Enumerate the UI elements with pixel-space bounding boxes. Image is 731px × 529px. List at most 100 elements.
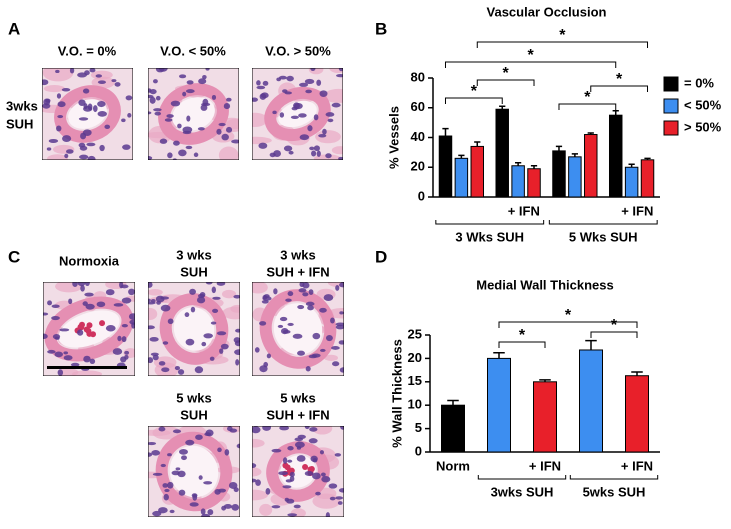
x-tick-label: + IFN — [529, 458, 561, 473]
panel-letter: C — [8, 247, 20, 266]
legend-swatch — [663, 76, 679, 92]
group-bracket — [548, 220, 658, 225]
chart-title: Medial Wall Thickness — [476, 277, 614, 292]
bar — [640, 159, 655, 198]
error-bar — [539, 379, 551, 382]
panel-letter: D — [375, 247, 387, 266]
y-tick-label: 15 — [408, 373, 422, 388]
significance-star: * — [503, 65, 510, 82]
bar — [495, 108, 509, 198]
error-bar — [474, 141, 481, 147]
column-label: V.O. > 50% — [265, 43, 331, 58]
panel-letter: A — [8, 19, 20, 38]
significance-bracket — [444, 61, 617, 68]
x-tick-label: + IFN — [621, 203, 653, 218]
significance-star: * — [616, 71, 623, 88]
group-bracket — [477, 475, 567, 480]
image-label: SUH — [180, 407, 207, 422]
image-label: 5 wks — [280, 390, 315, 405]
column-label: V.O. = 0% — [58, 43, 117, 58]
bar — [625, 375, 649, 453]
error-bar — [530, 165, 538, 169]
error-bar — [515, 162, 522, 166]
group-bracket — [569, 475, 659, 480]
legend-label: < 50% — [684, 97, 722, 112]
significance-star: * — [584, 89, 591, 106]
bar — [533, 381, 557, 453]
error-bar — [499, 105, 506, 110]
error-bar — [447, 399, 459, 406]
significance-bracket — [558, 103, 617, 110]
error-bar — [458, 154, 465, 159]
significance-bracket — [498, 321, 638, 328]
image-label: SUH + IFN — [266, 264, 329, 279]
row-label: SUH — [6, 116, 33, 131]
group-label: 3wks SUH — [491, 484, 554, 499]
error-bar — [587, 132, 594, 135]
y-tick-label: 0 — [415, 443, 422, 458]
chart-title: Vascular Occlusion — [487, 4, 607, 19]
significance-star: * — [519, 327, 526, 344]
bar — [511, 165, 525, 198]
bar — [438, 135, 453, 198]
bar — [441, 404, 465, 453]
y-tick-label: 40 — [411, 129, 425, 144]
histology-image — [43, 282, 135, 376]
significance-star: * — [559, 27, 566, 44]
image-label: 3 wks — [176, 247, 211, 262]
error-bar — [571, 153, 578, 157]
bar — [552, 150, 566, 198]
image-label: 3 wks — [280, 247, 315, 262]
y-tick-label: 60 — [411, 99, 425, 114]
y-tick-label: 10 — [408, 397, 422, 412]
error-bar — [555, 145, 563, 151]
column-label: V.O. < 50% — [160, 43, 226, 58]
x-tick-label: + IFN — [621, 458, 653, 473]
legend-label: = 0% — [684, 75, 714, 90]
significance-bracket — [590, 331, 638, 338]
row-label: 3wks — [6, 98, 38, 113]
y-tick-label: 5 — [415, 420, 422, 435]
error-bar — [612, 109, 619, 116]
significance-bracket — [444, 97, 503, 104]
bar — [584, 134, 598, 198]
legend-label: > 50% — [684, 119, 722, 134]
error-bar — [442, 127, 449, 137]
error-bar — [628, 163, 635, 168]
image-label: SUH — [180, 264, 207, 279]
histology-image — [252, 426, 344, 517]
bar — [527, 168, 541, 198]
x-tick-label: + IFN — [508, 203, 540, 218]
significance-star: * — [527, 47, 534, 64]
group-label: 5 Wks SUH — [569, 229, 638, 244]
image-label: SUH + IFN — [266, 407, 329, 422]
error-bar — [631, 371, 643, 376]
significance-star: * — [565, 307, 572, 324]
legend-swatch — [663, 120, 679, 136]
y-tick-label: 20 — [411, 159, 425, 174]
bar — [579, 349, 603, 453]
significance-bracket — [476, 79, 535, 86]
histology-image — [252, 282, 344, 376]
bar — [487, 357, 511, 453]
histology-image — [148, 68, 239, 160]
group-label: 3 Wks SUH — [455, 229, 524, 244]
error-bar — [644, 157, 651, 160]
bar — [454, 157, 469, 198]
significance-star: * — [471, 83, 478, 100]
image-label: 5 wks — [176, 390, 211, 405]
bar — [568, 156, 582, 198]
image-label: Normoxia — [59, 253, 120, 268]
significance-bracket — [476, 41, 649, 48]
histology-image — [148, 282, 240, 376]
histology-image — [42, 68, 133, 160]
significance-bracket — [498, 341, 546, 348]
x-tick-label: Norm — [436, 458, 470, 473]
significance-star: * — [611, 317, 618, 334]
histology-image — [252, 68, 343, 160]
panel-letter: B — [375, 19, 387, 38]
bar — [470, 145, 485, 198]
y-tick-label: 0 — [418, 188, 425, 203]
group-bracket — [435, 220, 545, 225]
